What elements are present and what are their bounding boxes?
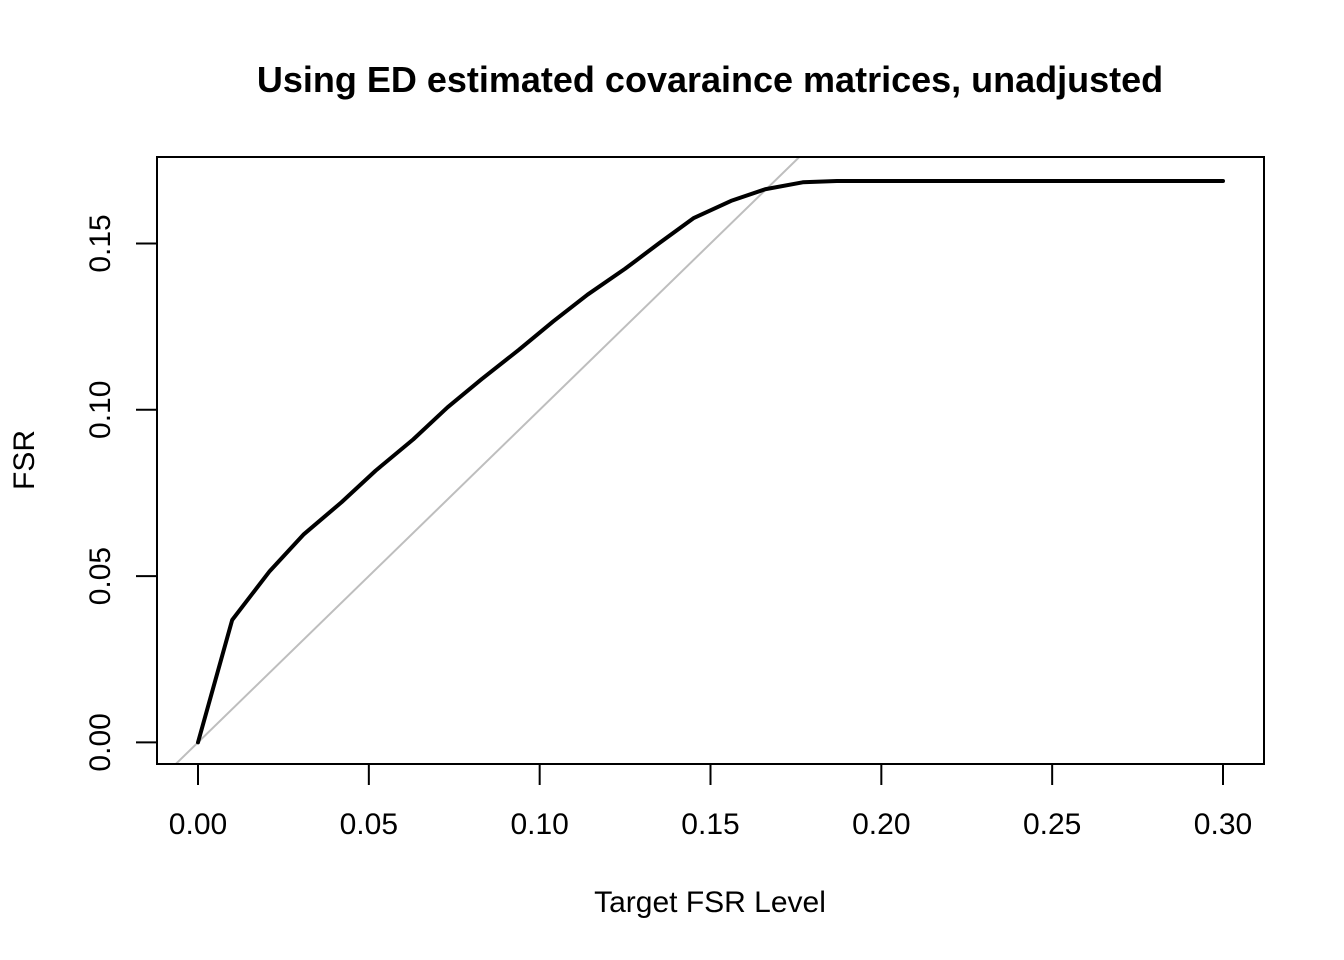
y-tick-label: 0.10 [84,381,117,439]
series-layer [196,178,1225,745]
series-line-0 [196,178,1225,745]
x-tick-label: 0.25 [1023,808,1081,841]
y-axis: 0.00 0.05 0.10 0.15 [84,214,158,772]
x-tick-label: 0.15 [681,808,739,841]
plot-frame [156,156,1265,765]
y-axis-title: FSR [8,430,41,490]
x-tick-label: 0.10 [510,808,568,841]
x-tick-label: 0.30 [1194,808,1252,841]
x-axis: 0.00 0.05 0.10 0.15 0.20 0.25 0.30 [169,763,1252,841]
y-tick-label: 0.05 [84,547,117,605]
x-axis-title: Target FSR Level [594,886,826,919]
chart-title: Using ED estimated covaraince matrices, … [257,59,1163,100]
x-tick-label: 0.20 [852,808,910,841]
y-tick-label: 0.15 [84,214,117,272]
x-tick-label: 0.05 [340,808,398,841]
x-tick-label: 0.00 [169,808,227,841]
y-tick-label: 0.00 [84,713,117,771]
